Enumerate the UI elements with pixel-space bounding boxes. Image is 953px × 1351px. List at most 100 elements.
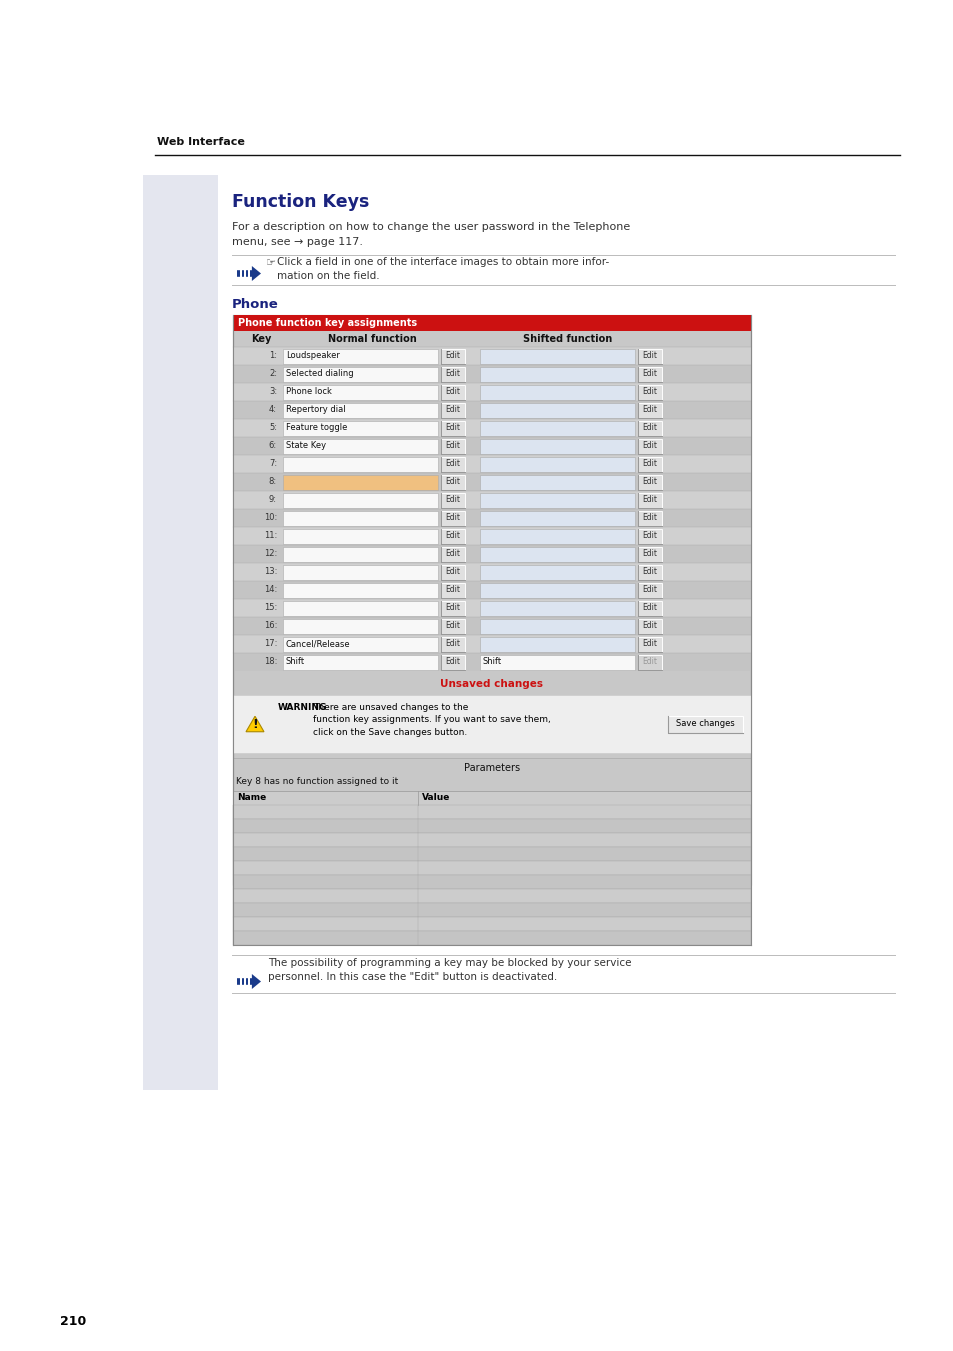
- Bar: [479, 582, 635, 597]
- Bar: [283, 349, 437, 363]
- Bar: [638, 565, 661, 580]
- Text: Edit: Edit: [641, 477, 657, 486]
- Bar: [283, 582, 437, 597]
- Text: Unsaved changes: Unsaved changes: [440, 680, 543, 689]
- Bar: [638, 582, 661, 597]
- Text: Edit: Edit: [445, 442, 460, 450]
- Bar: [233, 889, 750, 902]
- Bar: [283, 493, 437, 508]
- Bar: [479, 493, 635, 508]
- Polygon shape: [236, 266, 261, 281]
- Bar: [233, 473, 750, 490]
- Text: Edit: Edit: [445, 496, 460, 504]
- Text: 11:: 11:: [263, 531, 276, 540]
- Bar: [667, 716, 742, 732]
- Bar: [233, 490, 750, 509]
- Bar: [143, 176, 218, 1090]
- Bar: [638, 385, 661, 400]
- Bar: [479, 511, 635, 526]
- Text: Repertory dial: Repertory dial: [286, 405, 345, 415]
- Text: 15:: 15:: [263, 604, 276, 612]
- Bar: [233, 790, 750, 805]
- Text: 12:: 12:: [263, 550, 276, 558]
- Text: Edit: Edit: [445, 567, 460, 577]
- Text: Edit: Edit: [445, 621, 460, 631]
- Text: Key: Key: [251, 334, 271, 345]
- Bar: [233, 805, 750, 819]
- Bar: [283, 619, 437, 634]
- Bar: [283, 528, 437, 543]
- Bar: [233, 834, 750, 847]
- Text: 1:: 1:: [269, 351, 276, 361]
- Bar: [283, 420, 437, 435]
- Text: Feature toggle: Feature toggle: [286, 423, 347, 432]
- Bar: [283, 547, 437, 562]
- Bar: [233, 455, 750, 473]
- Text: Edit: Edit: [445, 423, 460, 432]
- Text: 5:: 5:: [269, 423, 276, 432]
- Bar: [283, 457, 437, 471]
- Text: Edit: Edit: [445, 658, 460, 666]
- Bar: [233, 365, 750, 382]
- Bar: [233, 527, 750, 544]
- Text: Edit: Edit: [445, 585, 460, 594]
- Bar: [233, 653, 750, 671]
- Text: WARNING: WARNING: [277, 703, 327, 712]
- Text: 4:: 4:: [269, 405, 276, 415]
- Bar: [479, 600, 635, 616]
- Bar: [283, 474, 437, 489]
- Bar: [283, 366, 437, 381]
- Bar: [479, 349, 635, 363]
- Bar: [440, 420, 464, 435]
- Bar: [440, 619, 464, 634]
- Text: Edit: Edit: [641, 585, 657, 594]
- Bar: [233, 544, 750, 563]
- Text: 3:: 3:: [269, 388, 276, 396]
- Text: 14:: 14:: [263, 585, 276, 594]
- Text: Edit: Edit: [641, 550, 657, 558]
- Bar: [638, 439, 661, 454]
- Bar: [638, 420, 661, 435]
- Bar: [479, 565, 635, 580]
- Text: State Key: State Key: [286, 442, 326, 450]
- Bar: [638, 366, 661, 381]
- Text: Edit: Edit: [445, 351, 460, 361]
- Polygon shape: [246, 716, 264, 732]
- Text: 6:: 6:: [269, 442, 276, 450]
- Text: Edit: Edit: [445, 370, 460, 378]
- Text: ☞: ☞: [266, 258, 275, 267]
- Bar: [283, 511, 437, 526]
- Bar: [283, 403, 437, 417]
- Bar: [440, 366, 464, 381]
- Bar: [233, 861, 750, 875]
- Text: 210: 210: [60, 1315, 86, 1328]
- Text: Edit: Edit: [445, 388, 460, 396]
- Bar: [440, 385, 464, 400]
- Bar: [233, 902, 750, 917]
- Text: Web Interface: Web Interface: [157, 136, 245, 147]
- Bar: [479, 420, 635, 435]
- Text: Edit: Edit: [641, 351, 657, 361]
- Text: Edit: Edit: [445, 477, 460, 486]
- Bar: [479, 619, 635, 634]
- Bar: [638, 511, 661, 526]
- Text: !: !: [252, 719, 257, 731]
- Bar: [440, 457, 464, 471]
- Bar: [638, 403, 661, 417]
- Text: Edit: Edit: [445, 639, 460, 648]
- Bar: [233, 635, 750, 653]
- Bar: [440, 582, 464, 597]
- Bar: [233, 819, 750, 834]
- Bar: [283, 565, 437, 580]
- Bar: [283, 385, 437, 400]
- Bar: [283, 636, 437, 651]
- Text: 16:: 16:: [263, 621, 276, 631]
- Text: Edit: Edit: [445, 531, 460, 540]
- Bar: [638, 619, 661, 634]
- Text: Shift: Shift: [286, 658, 305, 666]
- Bar: [479, 366, 635, 381]
- Text: Normal function: Normal function: [328, 334, 416, 345]
- Bar: [440, 474, 464, 489]
- Text: Edit: Edit: [641, 567, 657, 577]
- Text: Phone function key assignments: Phone function key assignments: [237, 317, 416, 328]
